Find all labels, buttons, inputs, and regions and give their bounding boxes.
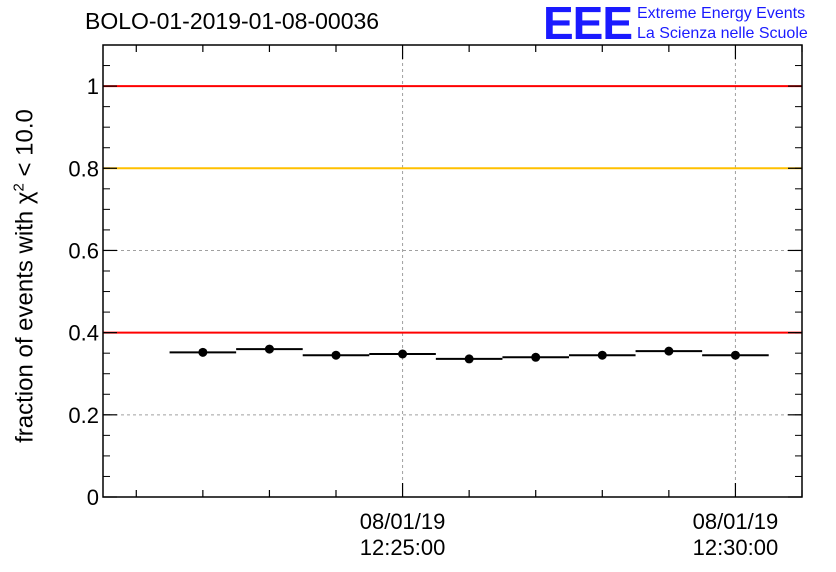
x-tick-date: 08/01/19 [692,509,779,534]
data-point [198,347,208,357]
chart-title: BOLO-01-2019-01-08-00036 [85,8,380,34]
x-tick-label: 08/01/19 12:30:00 [693,509,779,561]
data-point [398,349,408,359]
logo-line-2: La Scienza nelle Scuole [637,25,808,42]
data-point [664,346,674,356]
y-tick-label: 1 [87,74,99,99]
eee-logo: EEE [543,0,633,49]
y-tick-label: 0.4 [68,321,99,346]
data-point [464,354,474,364]
plot-frame [102,44,803,498]
data-point [531,352,541,362]
logo-line-1: Extreme Energy Events [637,5,806,22]
x-tick-date: 08/01/19 [359,509,446,534]
data-point [331,350,341,360]
y-tick-label: 0 [87,485,99,510]
x-tick-time: 12:30:00 [692,535,779,560]
data-point [597,350,607,360]
y-tick-label: 0.6 [68,238,99,263]
x-tick-time: 12:25:00 [359,535,446,560]
y-tick-label: 0.2 [68,403,99,428]
eee-logo-text: Extreme Energy Events La Scienza nelle S… [637,4,808,44]
data-point [264,344,274,354]
y-tick-label: 0.8 [68,156,99,181]
data-point [730,350,740,360]
x-tick-label: 08/01/19 12:25:00 [360,509,446,561]
